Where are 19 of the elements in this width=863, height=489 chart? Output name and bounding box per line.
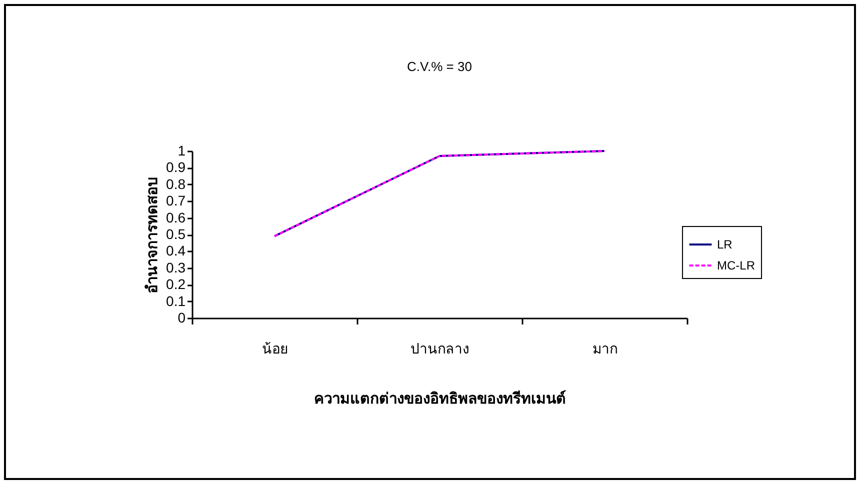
y-axis-title: อำนาจการทดสอบ [144, 176, 162, 294]
y-tick-label: 0.7 [166, 192, 186, 209]
x-tick-label: มาก [592, 340, 618, 356]
x-tick-label: ปานกลาง [410, 340, 470, 356]
legend-label: LR [717, 238, 733, 252]
x-tick-label: น้อย [262, 340, 288, 356]
y-tick-label: 0.9 [166, 159, 186, 176]
chart-title: C.V.% = 30 [407, 59, 472, 74]
y-tick-label: 0.8 [166, 176, 186, 192]
y-tick-label: 0.1 [166, 292, 186, 309]
y-tick-label: 0 [178, 310, 186, 326]
y-tick-label: 0.5 [166, 226, 186, 242]
y-tick-label: 0.4 [166, 242, 186, 259]
y-tick-label: 0.3 [166, 259, 186, 276]
y-tick-label: 1 [178, 142, 186, 158]
x-axis-title: ความแตกต่างของอิทธิพลของทรีทเมนต์ [314, 390, 566, 408]
y-tick-label: 0.6 [166, 209, 186, 226]
legend-label: MC-LR [717, 258, 756, 272]
y-tick-label: 0.2 [166, 276, 186, 292]
